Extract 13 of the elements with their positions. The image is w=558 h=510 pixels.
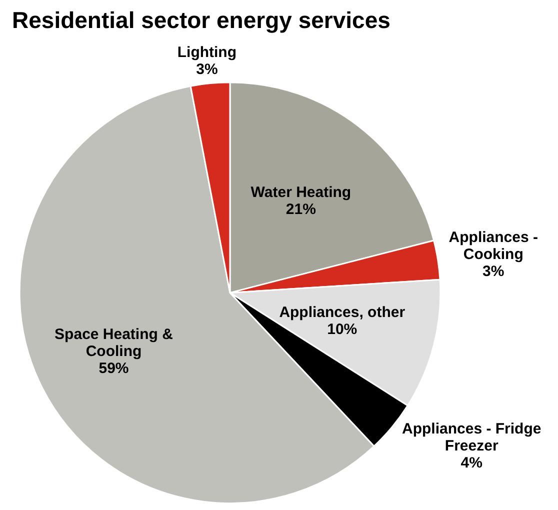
- slice-label: Appliances, other: [279, 304, 406, 322]
- data-label: 21%: [286, 200, 316, 218]
- data-label: 3%: [196, 61, 218, 78]
- data-label: 59%: [98, 360, 129, 378]
- data-label: 3%: [482, 263, 504, 280]
- slice-label: Appliances - Fridge Freezer: [402, 420, 542, 455]
- chart-title: Residential sector energy services: [12, 7, 390, 34]
- slice-label: Water Heating: [250, 184, 352, 201]
- slice-label: Appliances - Cooking: [448, 229, 538, 264]
- slice-label: Space Heating & Cooling: [54, 326, 174, 360]
- data-label: 10%: [327, 321, 358, 338]
- data-label: 4%: [460, 454, 482, 472]
- slice-label: Lighting: [177, 44, 237, 62]
